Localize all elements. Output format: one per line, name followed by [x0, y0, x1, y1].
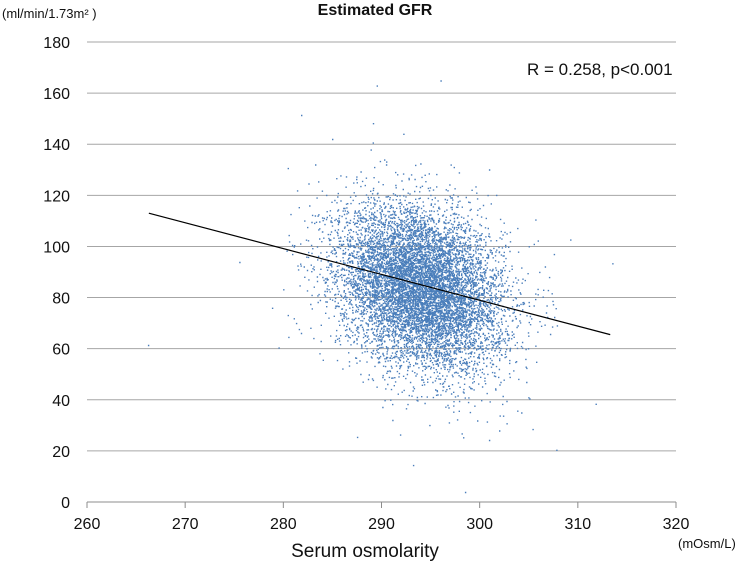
y-tick-label: 40 — [52, 393, 70, 410]
chart-title: Estimated GFR — [317, 2, 433, 19]
y-tick-label: 120 — [43, 188, 70, 205]
regression-line — [148, 212, 611, 336]
x-tick-label: 260 — [74, 516, 101, 533]
data-points — [147, 80, 614, 494]
y-tick-labels: 0 20 40 60 80 100 120 140 160 180 — [43, 35, 70, 512]
y-tick-label: 140 — [43, 137, 70, 154]
x-tick-label: 320 — [663, 516, 690, 533]
correlation-annotation: R = 0.258, p<0.001 — [527, 60, 673, 79]
y-tick-label: 60 — [52, 342, 70, 359]
grid-lines — [86, 41, 677, 508]
y-tick-label: 0 — [61, 495, 70, 512]
x-tick-label: 310 — [564, 516, 591, 533]
scatter-points — [147, 80, 614, 494]
y-tick-label: 100 — [43, 239, 70, 256]
y-tick-label: 160 — [43, 86, 70, 103]
x-tick-label: 290 — [368, 516, 395, 533]
x-axis-unit: (mOsm/L) — [678, 536, 736, 551]
x-tick-label: 300 — [466, 516, 493, 533]
y-axis-unit: (ml/min/1.73m² ) — [2, 6, 97, 21]
x-axis-label: Serum osmolarity — [291, 541, 439, 562]
y-tick-label: 20 — [52, 444, 70, 461]
y-tick-label: 180 — [43, 35, 70, 52]
x-tick-labels: 260 270 280 290 300 310 320 — [74, 516, 690, 533]
x-tick-label: 280 — [270, 516, 297, 533]
x-tick-label: 270 — [172, 516, 199, 533]
y-tick-label: 80 — [52, 291, 70, 308]
